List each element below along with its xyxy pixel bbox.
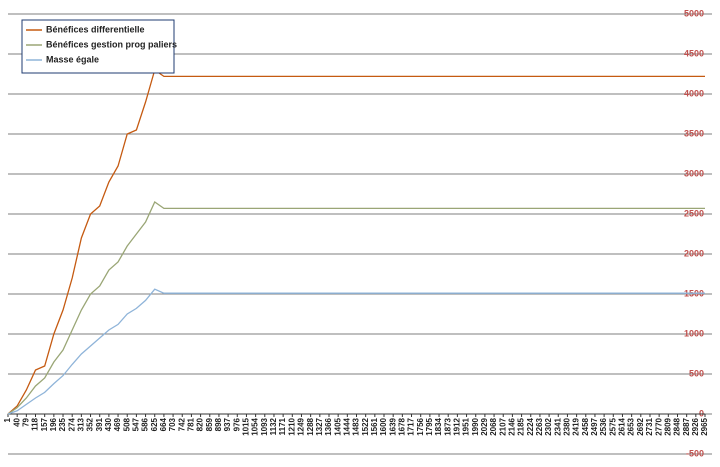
x-tick-label: 2068 xyxy=(489,417,498,435)
x-tick-label: 274 xyxy=(67,417,76,431)
x-tick-label: 2770 xyxy=(654,417,663,435)
x-tick-label: 1054 xyxy=(251,417,260,435)
x-tick-label: 1873 xyxy=(443,417,452,435)
x-tick-label: 859 xyxy=(205,417,214,431)
legend-label: Masse égale xyxy=(46,54,99,64)
x-tick-label: 2224 xyxy=(526,417,535,435)
x-tick-label: 1444 xyxy=(342,417,351,435)
x-tick-label: 508 xyxy=(122,417,131,431)
x-tick-label: 469 xyxy=(113,417,122,431)
y-tick-label: -500 xyxy=(686,448,704,458)
series-line xyxy=(7,288,705,415)
x-tick-label: 391 xyxy=(95,417,104,431)
x-tick-label: 352 xyxy=(86,417,95,431)
x-tick-label: 1639 xyxy=(388,417,397,435)
x-tick-label: 2809 xyxy=(663,417,672,435)
x-tick-label: 1327 xyxy=(315,417,324,435)
x-tick-label: 1288 xyxy=(306,417,315,435)
x-tick-label: 703 xyxy=(168,417,177,431)
x-tick-label: 2029 xyxy=(480,417,489,435)
x-tick-label: 1678 xyxy=(397,417,406,435)
x-tick-label: 40 xyxy=(12,417,21,426)
x-tick-label: 547 xyxy=(132,417,141,431)
x-tick-label: 1093 xyxy=(260,417,269,435)
x-tick-label: 1912 xyxy=(452,417,461,435)
y-tick-label: 3500 xyxy=(684,128,704,138)
x-tick-label: 313 xyxy=(76,417,85,431)
x-tick-label: 2926 xyxy=(691,417,700,435)
x-tick-label: 976 xyxy=(232,417,241,431)
x-tick-label: 1951 xyxy=(462,417,471,435)
x-tick-label: 157 xyxy=(40,417,49,431)
x-tick-label: 781 xyxy=(187,417,196,431)
x-tick-label: 2380 xyxy=(563,417,572,435)
x-tick-label: 1249 xyxy=(297,417,306,435)
series-line xyxy=(7,201,705,415)
y-tick-label: 4500 xyxy=(684,48,704,58)
x-tick-label: 742 xyxy=(177,417,186,431)
x-tick-label: 2887 xyxy=(682,417,691,435)
x-tick-label: 2107 xyxy=(498,417,507,435)
x-tick-label: 1600 xyxy=(379,417,388,435)
x-tick-label: 2263 xyxy=(535,417,544,435)
y-tick-label: 1000 xyxy=(684,328,704,338)
x-tick-label: 235 xyxy=(58,417,67,431)
x-tick-label: 2653 xyxy=(627,417,636,435)
x-tick-label: 2497 xyxy=(590,417,599,435)
x-tick-label: 2692 xyxy=(636,417,645,435)
y-tick-label: 0 xyxy=(699,408,704,418)
x-tick-label: 1132 xyxy=(269,417,278,435)
x-tick-label: 1795 xyxy=(425,417,434,435)
y-tick-label: 4000 xyxy=(684,88,704,98)
y-tick-label: 2000 xyxy=(684,248,704,258)
x-tick-label: 196 xyxy=(49,417,58,431)
legend-label: Bénéfices gestion prog paliers xyxy=(46,39,177,49)
x-tick-label: 1366 xyxy=(324,417,333,435)
x-tick-label: 1756 xyxy=(416,417,425,435)
x-tick-label: 937 xyxy=(223,417,232,431)
y-tick-label: 3000 xyxy=(684,168,704,178)
legend-box xyxy=(21,19,175,74)
x-tick-label: 1 xyxy=(3,417,12,422)
series-line xyxy=(7,68,705,415)
x-tick-label: 2146 xyxy=(508,417,517,435)
x-tick-label: 820 xyxy=(196,417,205,431)
x-tick-label: 2965 xyxy=(700,417,709,435)
x-tick-label: 2614 xyxy=(618,417,627,435)
x-tick-label: 1990 xyxy=(471,417,480,435)
x-tick-label: 2731 xyxy=(645,417,654,435)
x-tick-label: 1210 xyxy=(287,417,296,435)
x-tick-label: 430 xyxy=(104,417,113,431)
y-tick-label: 2500 xyxy=(684,208,704,218)
x-tick-label: 586 xyxy=(141,417,150,431)
x-tick-label: 1483 xyxy=(352,417,361,435)
x-tick-label: 1522 xyxy=(361,417,370,435)
x-tick-label: 2458 xyxy=(581,417,590,435)
x-tick-label: 79 xyxy=(21,417,30,426)
x-tick-label: 2341 xyxy=(553,417,562,435)
x-tick-label: 898 xyxy=(214,417,223,431)
x-tick-label: 625 xyxy=(150,417,159,431)
x-tick-label: 2536 xyxy=(599,417,608,435)
x-tick-label: 1561 xyxy=(370,417,379,435)
x-tick-label: 2302 xyxy=(544,417,553,435)
x-tick-label: 1171 xyxy=(278,417,287,435)
y-tick-label: 5000 xyxy=(684,8,704,18)
x-tick-label: 1015 xyxy=(242,417,251,435)
x-tick-label: 2419 xyxy=(572,417,581,435)
x-tick-label: 1717 xyxy=(407,417,416,435)
y-tick-label: 500 xyxy=(689,368,704,378)
x-tick-label: 2575 xyxy=(608,417,617,435)
legend-label: Bénéfices differentielle xyxy=(46,24,145,34)
x-tick-label: 2848 xyxy=(673,417,682,435)
x-tick-label: 1405 xyxy=(333,417,342,435)
x-tick-label: 664 xyxy=(159,417,168,431)
x-tick-label: 2185 xyxy=(517,417,526,435)
x-tick-label: 118 xyxy=(31,417,40,430)
x-tick-label: 1834 xyxy=(434,417,443,435)
